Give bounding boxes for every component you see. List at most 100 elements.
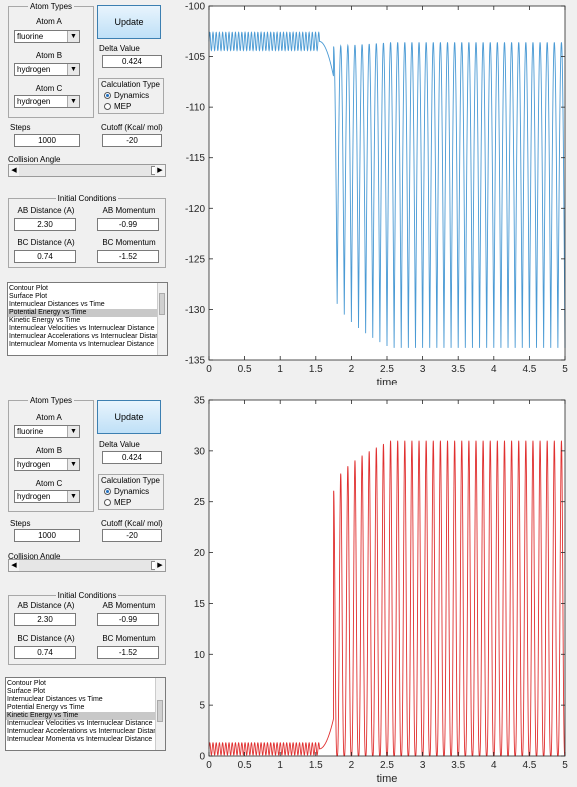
chevron-down-icon[interactable]: ▼	[67, 491, 79, 502]
delta-value-input[interactable]: 0.424	[102, 451, 162, 464]
atom-a-value: fluorine	[17, 32, 44, 41]
radio-dynamics[interactable]: Dynamics	[104, 487, 149, 497]
bc-momentum-input[interactable]: -1.52	[97, 250, 159, 263]
initial-conditions-title: Initial Conditions	[55, 194, 119, 203]
ab-distance-input[interactable]: 2.30	[14, 613, 76, 626]
atom-a-select[interactable]: fluorine ▼	[14, 425, 80, 438]
steps-input[interactable]: 1000	[14, 134, 80, 147]
bc-distance-label: BC Distance (A)	[17, 634, 75, 643]
list-item[interactable]: Internuclear Velocities vs Internuclear …	[9, 325, 155, 332]
ab-distance-label: AB Distance (A)	[17, 601, 75, 610]
list-item[interactable]: Potential Energy vs Time	[7, 704, 85, 711]
ab-momentum-input[interactable]: -0.99	[97, 218, 159, 231]
list-item-selected[interactable]: Kinetic Energy vs Time	[6, 712, 165, 720]
radio-selected-icon[interactable]	[104, 488, 111, 495]
chevron-down-icon[interactable]: ▼	[67, 64, 79, 75]
bc-momentum-input[interactable]: -1.52	[97, 646, 159, 659]
collision-angle-label: Collision Angle	[8, 155, 61, 164]
list-item[interactable]: Internuclear Accelerations vs Internucle…	[9, 333, 167, 340]
atom-b-select[interactable]: hydrogen ▼	[14, 63, 80, 76]
collision-angle-slider[interactable]: ◀ ▶	[8, 559, 166, 572]
plot-type-list[interactable]: Contour Plot Surface Plot Internuclear D…	[5, 677, 166, 751]
list-item[interactable]: Internuclear Distances vs Time	[9, 301, 105, 308]
list-item[interactable]: Internuclear Momenta vs Internuclear Dis…	[9, 341, 155, 348]
y-tick-label: -105	[185, 52, 205, 63]
chevron-down-icon[interactable]: ▼	[67, 426, 79, 437]
y-tick-label: -130	[185, 305, 205, 316]
radio-unselected-icon[interactable]	[104, 103, 111, 110]
x-tick-label: 4	[491, 364, 497, 375]
x-tick-label: 3.5	[451, 364, 465, 375]
plot-type-list[interactable]: Contour Plot Surface Plot Internuclear D…	[7, 282, 168, 356]
radio-mep[interactable]: MEP	[104, 102, 131, 112]
slider-left-arrow-icon[interactable]: ◀	[9, 165, 19, 176]
list-scrollbar[interactable]	[157, 283, 167, 355]
list-item[interactable]: Contour Plot	[7, 680, 46, 687]
y-tick-label: -135	[185, 356, 205, 367]
bc-distance-input[interactable]: 0.74	[14, 646, 76, 659]
x-axis-label: time	[377, 377, 398, 385]
list-item-selected[interactable]: Potential Energy vs Time	[8, 309, 167, 317]
y-tick-label: -100	[185, 2, 205, 13]
list-item[interactable]: Surface Plot	[9, 293, 48, 300]
update-button[interactable]: Update	[97, 5, 161, 39]
radio-selected-icon[interactable]	[104, 92, 111, 99]
scrollbar-thumb[interactable]	[157, 700, 163, 722]
collision-angle-slider[interactable]: ◀ ▶	[8, 164, 166, 177]
x-axis-label: time	[377, 773, 398, 785]
calculation-type-group	[98, 78, 164, 114]
calculation-type-label: Calculation Type	[101, 476, 160, 485]
list-item[interactable]: Kinetic Energy vs Time	[9, 317, 81, 324]
atom-a-select[interactable]: fluorine ▼	[14, 30, 80, 43]
x-tick-label: 1.5	[309, 364, 323, 375]
atom-b-select[interactable]: hydrogen ▼	[14, 458, 80, 471]
update-button[interactable]: Update	[97, 400, 161, 434]
list-item[interactable]: Surface Plot	[7, 688, 46, 695]
list-scrollbar[interactable]	[155, 678, 165, 750]
slider-right-arrow-icon[interactable]: ▶	[155, 560, 165, 571]
atom-a-label: Atom A	[36, 17, 62, 26]
radio-dynamics[interactable]: Dynamics	[104, 91, 149, 101]
cutoff-input[interactable]: -20	[102, 134, 162, 147]
list-item[interactable]: Contour Plot	[9, 285, 48, 292]
y-tick-label: 0	[199, 752, 205, 763]
x-tick-label: 1	[277, 364, 283, 375]
delta-value-input[interactable]: 0.424	[102, 55, 162, 68]
atom-a-value: fluorine	[17, 427, 44, 436]
steps-input[interactable]: 1000	[14, 529, 80, 542]
scrollbar-thumb[interactable]	[159, 293, 165, 315]
atom-c-select[interactable]: hydrogen ▼	[14, 490, 80, 503]
x-tick-label: 4.5	[522, 364, 536, 375]
steps-label: Steps	[10, 519, 31, 528]
y-tick-label: 25	[194, 497, 206, 508]
radio-unselected-icon[interactable]	[104, 499, 111, 506]
x-tick-label: 2	[349, 760, 355, 771]
list-item[interactable]: Internuclear Distances vs Time	[7, 696, 103, 703]
bc-distance-input[interactable]: 0.74	[14, 250, 76, 263]
radio-mep-label: MEP	[114, 498, 132, 507]
slider-left-arrow-icon[interactable]: ◀	[9, 560, 19, 571]
radio-mep[interactable]: MEP	[104, 498, 131, 508]
cutoff-label: Cutoff (Kcal/ mol)	[101, 519, 163, 528]
radio-dynamics-label: Dynamics	[114, 91, 150, 100]
cutoff-input[interactable]: -20	[102, 529, 162, 542]
list-item[interactable]: Internuclear Momenta vs Internuclear Dis…	[7, 736, 153, 743]
slider-right-arrow-icon[interactable]: ▶	[155, 165, 165, 176]
ab-momentum-input[interactable]: -0.99	[97, 613, 159, 626]
chevron-down-icon[interactable]: ▼	[67, 96, 79, 107]
x-tick-label: 0	[206, 364, 212, 375]
bc-momentum-label: BC Momentum	[102, 634, 156, 643]
y-tick-label: -110	[186, 103, 206, 114]
kinetic-energy-chart: 00.511.522.533.544.5505101520253035timeK…	[194, 396, 568, 786]
chevron-down-icon[interactable]: ▼	[67, 459, 79, 470]
atom-c-select[interactable]: hydrogen ▼	[14, 95, 80, 108]
bc-momentum-label: BC Momentum	[102, 238, 156, 247]
list-item[interactable]: Internuclear Accelerations vs Internucle…	[7, 728, 165, 735]
atom-types-title: Atom Types	[27, 2, 75, 11]
y-tick-label: 35	[194, 396, 206, 407]
list-item[interactable]: Internuclear Velocities vs Internuclear …	[7, 720, 153, 727]
y-tick-label: 15	[194, 599, 206, 610]
ab-distance-input[interactable]: 2.30	[14, 218, 76, 231]
y-tick-label: -115	[186, 153, 206, 164]
chevron-down-icon[interactable]: ▼	[67, 31, 79, 42]
